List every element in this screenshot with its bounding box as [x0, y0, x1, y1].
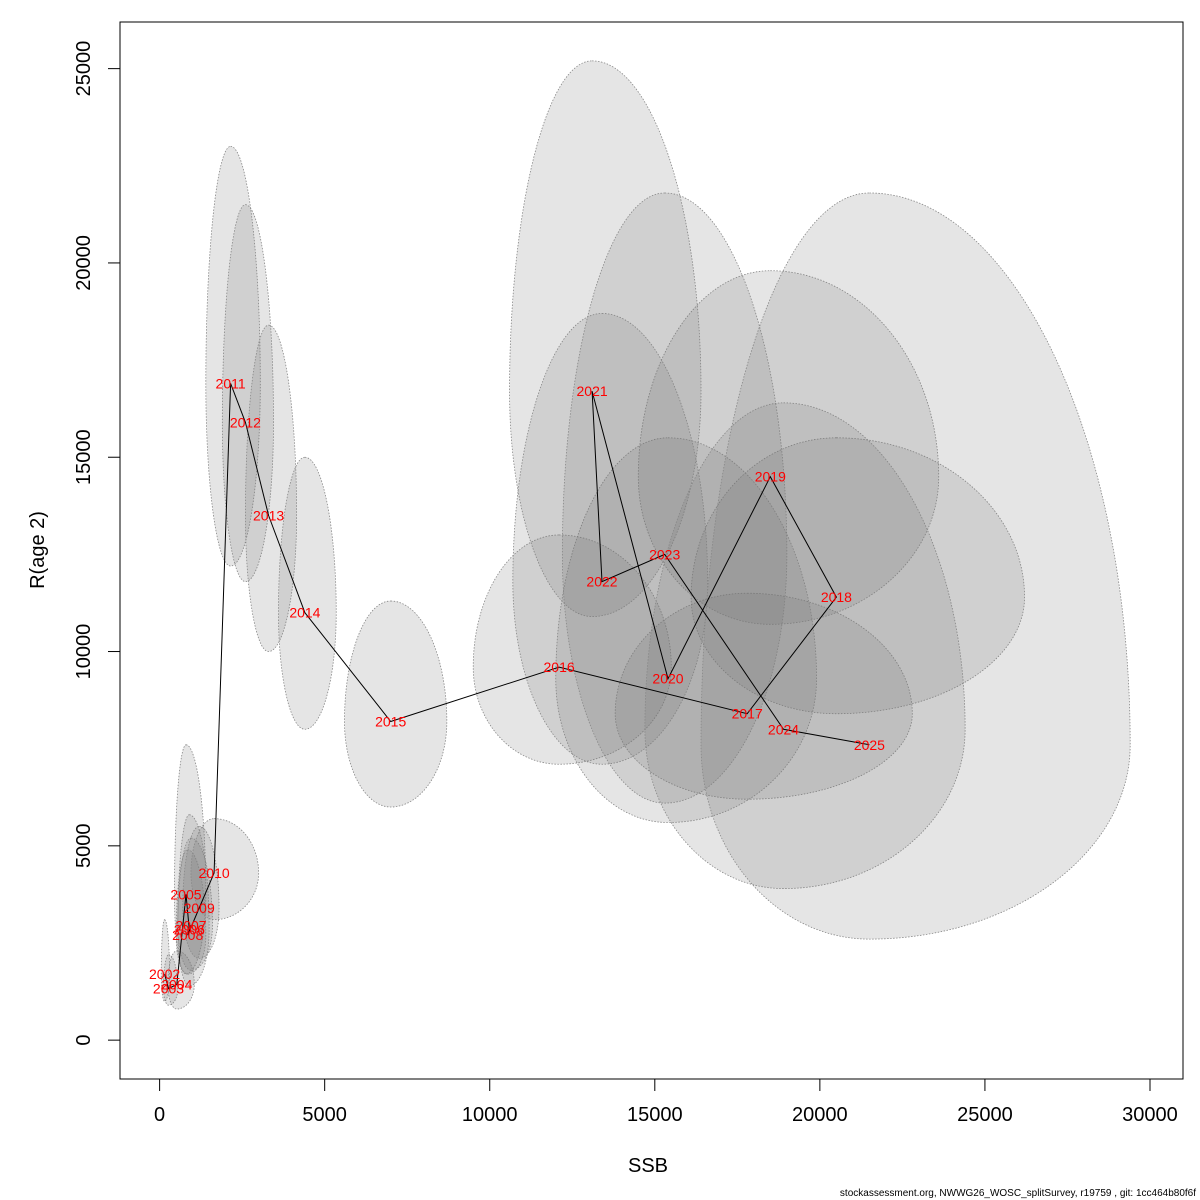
x-axis-label: SSB — [628, 1155, 668, 1177]
year-label-2012: 2012 — [230, 414, 261, 430]
y-tick-label-20000: 20000 — [73, 235, 95, 291]
x-tick-label-25000: 25000 — [957, 1104, 1013, 1126]
y-tick-label-15000: 15000 — [73, 429, 95, 485]
year-label-2009: 2009 — [184, 900, 215, 916]
x-axis: 0 5000 10000 15000 20000 25000 30000 — [154, 1078, 1178, 1126]
year-label-2010: 2010 — [199, 865, 230, 881]
year-label-2025: 2025 — [854, 737, 885, 753]
confidence-region-2014 — [278, 456, 337, 730]
footer-note: stockassessment.org, NWWG26_WOSC_splitSu… — [840, 1188, 1196, 1199]
year-label-2013: 2013 — [253, 508, 284, 524]
year-label-2018: 2018 — [821, 589, 852, 605]
x-tick-label-20000: 20000 — [792, 1104, 848, 1126]
year-label-2003: 2003 — [153, 981, 184, 997]
confidence-region-2007 — [177, 837, 213, 971]
x-tick-label-30000: 30000 — [1122, 1104, 1178, 1126]
confidence-region-2017 — [614, 592, 913, 800]
confidence-region-2020 — [555, 437, 817, 823]
year-label-2017: 2017 — [732, 706, 763, 722]
year-label-2024: 2024 — [768, 721, 799, 737]
year-label-2011: 2011 — [216, 375, 246, 391]
year-label-2020: 2020 — [652, 671, 683, 687]
confidence-region-2022 — [512, 313, 709, 765]
y-tick-label-10000: 10000 — [73, 624, 95, 680]
confidence-region-2005 — [174, 744, 207, 975]
year-label-2016: 2016 — [544, 659, 575, 675]
year-label-2022: 2022 — [586, 574, 617, 590]
y-tick-label-5000: 5000 — [73, 824, 95, 869]
confidence-region-2021 — [509, 60, 702, 617]
confidence-region-2025 — [700, 192, 1131, 940]
trajectory-line — [164, 383, 870, 990]
confidence-region-2024 — [644, 402, 966, 889]
x-tick-label-10000: 10000 — [462, 1104, 518, 1126]
year-label-2002: 2002 — [149, 966, 180, 982]
year-label-2015: 2015 — [375, 714, 406, 730]
confidence-region-2013 — [245, 324, 298, 652]
year-label-2014: 2014 — [289, 605, 320, 621]
confidence-region-2003 — [163, 954, 179, 1006]
confidence-region-2006 — [177, 814, 210, 987]
x-tick-label-5000: 5000 — [302, 1104, 347, 1126]
x-tick-label-15000: 15000 — [627, 1104, 683, 1126]
confidence-region-2023 — [561, 192, 788, 804]
y-tick-label-0: 0 — [73, 1035, 95, 1046]
year-label-2004: 2004 — [161, 977, 192, 993]
confidence-region-2010 — [190, 818, 260, 921]
confidence-region-2016 — [472, 534, 672, 765]
y-axis-label: R(age 2) — [27, 511, 49, 589]
year-label-2006: 2006 — [174, 921, 205, 937]
confidence-region-2018 — [690, 437, 1025, 715]
year-label-2023: 2023 — [649, 546, 680, 562]
year-label-2005: 2005 — [170, 886, 201, 902]
confidence-ellipses — [160, 60, 1131, 1010]
year-label-2008: 2008 — [172, 927, 203, 943]
year-label-2019: 2019 — [755, 469, 786, 485]
y-tick-label-25000: 25000 — [73, 41, 95, 97]
confidence-region-2012 — [221, 204, 274, 582]
confidence-region-2015 — [344, 600, 448, 808]
y-axis: 0 5000 10000 15000 20000 25000 — [73, 41, 121, 1046]
x-tick-label-0: 0 — [154, 1104, 165, 1126]
confidence-region-2004 — [167, 950, 195, 1010]
year-label-2007: 2007 — [175, 918, 206, 934]
year-label-2021: 2021 — [577, 383, 608, 399]
